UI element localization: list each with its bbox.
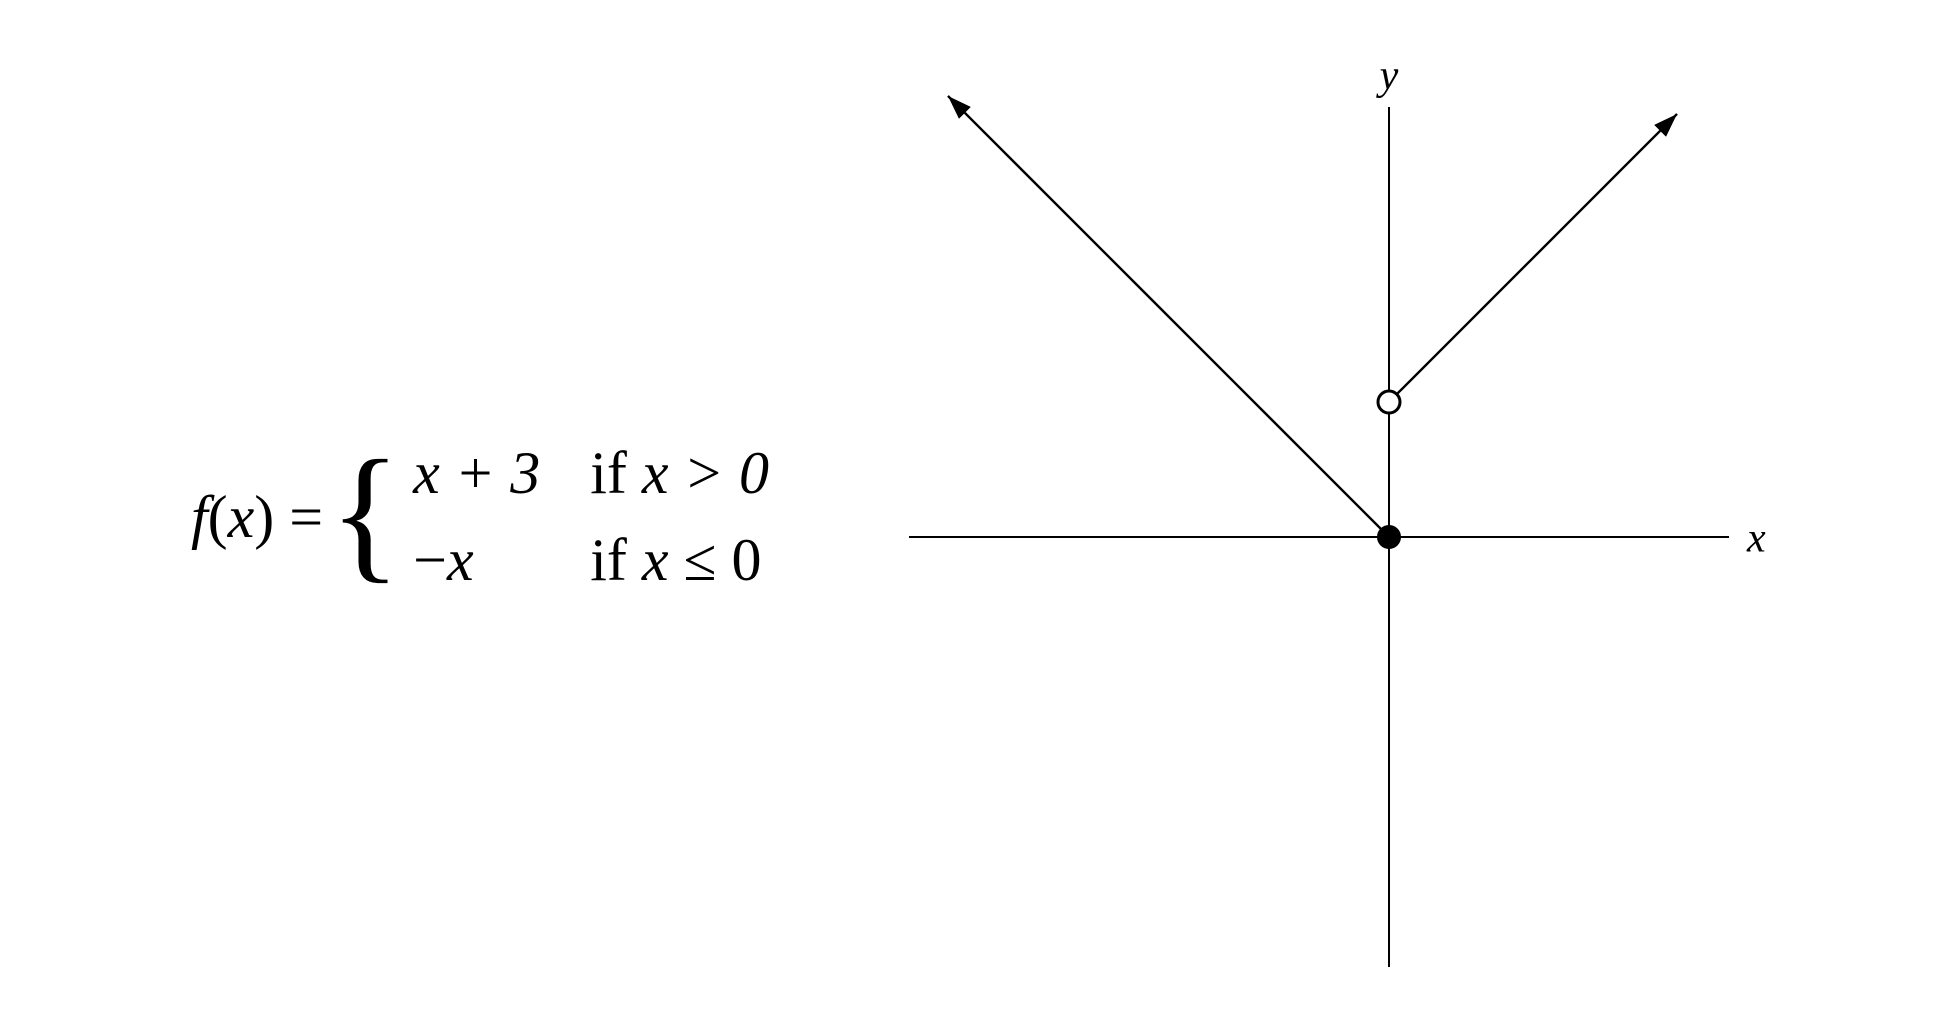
series-left_branch: [948, 96, 1389, 537]
case1-cond: if x > 0: [590, 439, 769, 508]
case2-expr: −x: [413, 526, 540, 595]
case2-minus: −: [413, 527, 447, 593]
x-axis-label: x: [1746, 516, 1766, 562]
figure-container: f(x) = { x + 3 if x > 0 −x if x ≤ 0 xy: [0, 0, 1960, 1034]
point-closed_origin: [1378, 526, 1400, 548]
lhs-close-eq: ) =: [254, 484, 323, 550]
case2-le: ≤: [684, 527, 732, 593]
y-axis-label: y: [1376, 67, 1399, 99]
case2-varx: x: [642, 527, 684, 593]
piecewise-formula: f(x) = { x + 3 if x > 0 −x if x ≤ 0: [191, 439, 769, 595]
piecewise-graph: xy: [849, 67, 1769, 967]
case1-if: if: [590, 440, 642, 506]
point-open_at_3: [1378, 391, 1400, 413]
formula-lhs: f(x) =: [191, 483, 323, 552]
case1-expr: x + 3: [413, 439, 540, 508]
series-right_branch: [1389, 114, 1677, 402]
case2-var: x: [447, 527, 474, 593]
lhs-open-paren: (: [208, 484, 228, 550]
case1-rest: x > 0: [642, 440, 769, 506]
lhs-var: x: [228, 484, 255, 550]
case2-if: if: [590, 527, 642, 593]
cases-grid: x + 3 if x > 0 −x if x ≤ 0: [413, 439, 769, 595]
case2-cond: if x ≤ 0: [590, 526, 769, 595]
lhs-f: f: [191, 484, 208, 550]
case1-expr-text: x + 3: [413, 440, 540, 506]
case2-zero: 0: [731, 527, 761, 593]
